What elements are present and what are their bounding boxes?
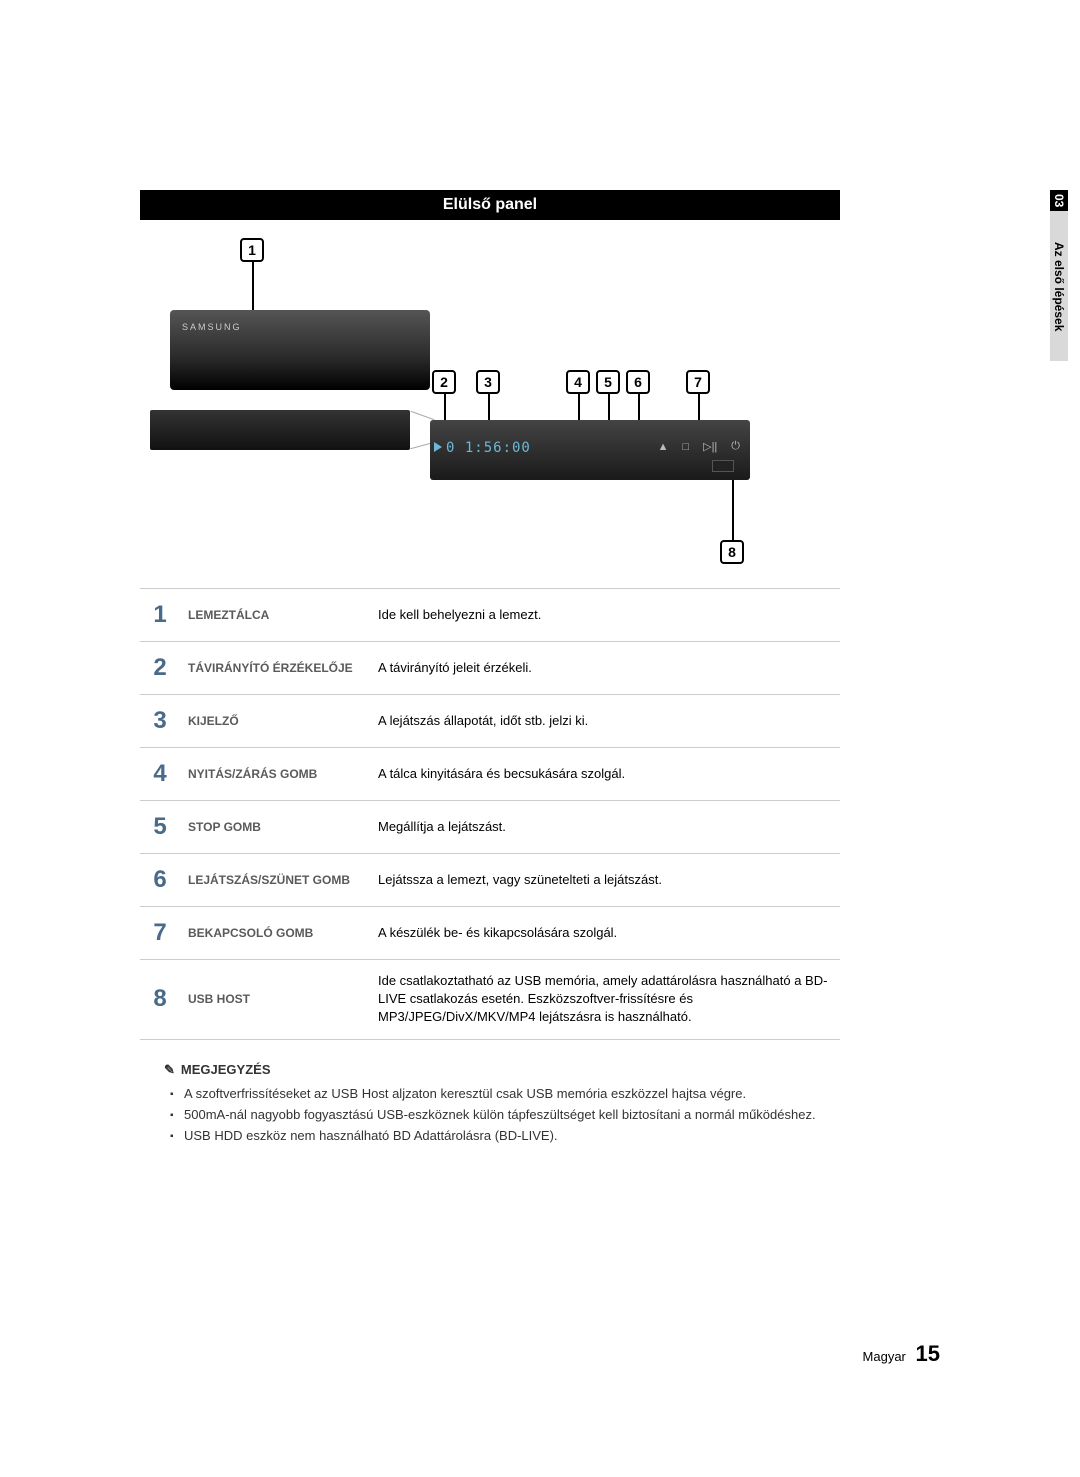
part-desc: A lejátszás állapotát, időt stb. jelzi k… bbox=[370, 695, 840, 748]
part-name: USB HOST bbox=[180, 960, 370, 1040]
part-desc: Megállítja a lejátszást. bbox=[370, 801, 840, 854]
play-icon bbox=[434, 442, 442, 452]
parts-table: 1LEMEZTÁLCAIde kell behelyezni a lemezt.… bbox=[140, 588, 840, 1040]
device-closeup: 0 1:56:00 ▲ □ ▷|| ⏻ bbox=[430, 420, 750, 480]
part-desc: Ide kell behelyezni a lemezt. bbox=[370, 589, 840, 642]
part-name: LEJÁTSZÁS/SZÜNET GOMB bbox=[180, 854, 370, 907]
leader-line bbox=[608, 394, 610, 422]
part-number: 8 bbox=[140, 960, 180, 1040]
leader-line bbox=[638, 394, 640, 422]
callout-3: 3 bbox=[476, 370, 500, 394]
table-row: 7BEKAPCSOLÓ GOMBA készülék be- és kikapc… bbox=[140, 907, 840, 960]
leader-line bbox=[578, 394, 580, 422]
side-chapter-tab: 03 Az első lépések bbox=[1050, 190, 1080, 361]
part-desc: A tálca kinyitására és becsukására szolg… bbox=[370, 748, 840, 801]
notes-section: MEGJEGYZÉS A szoftverfrissítéseket az US… bbox=[140, 1062, 900, 1143]
device-small-view bbox=[150, 410, 410, 450]
callout-4: 4 bbox=[566, 370, 590, 394]
part-desc: A távirányító jeleit érzékeli. bbox=[370, 642, 840, 695]
brand-label: SAMSUNG bbox=[182, 322, 242, 332]
page-content: Elülső panel 1 SAMSUNG 2 3 4 5 6 7 8 0 1… bbox=[140, 190, 940, 1149]
leader-line bbox=[252, 262, 254, 312]
part-number: 6 bbox=[140, 854, 180, 907]
part-number: 7 bbox=[140, 907, 180, 960]
stop-icon: □ bbox=[682, 441, 689, 453]
zoom-line bbox=[411, 411, 435, 420]
part-name: BEKAPCSOLÓ GOMB bbox=[180, 907, 370, 960]
table-row: 5STOP GOMBMegállítja a lejátszást. bbox=[140, 801, 840, 854]
eject-icon: ▲ bbox=[658, 441, 669, 453]
part-name: NYITÁS/ZÁRÁS GOMB bbox=[180, 748, 370, 801]
part-desc: Ide csatlakoztatható az USB memória, ame… bbox=[370, 960, 840, 1040]
front-panel-diagram: 1 SAMSUNG 2 3 4 5 6 7 8 0 1:56:00 ▲ bbox=[140, 220, 840, 580]
part-number: 2 bbox=[140, 642, 180, 695]
note-item: USB HDD eszköz nem használható BD Adattá… bbox=[184, 1128, 900, 1143]
callout-7: 7 bbox=[686, 370, 710, 394]
section-header: Elülső panel bbox=[140, 190, 840, 220]
callout-1: 1 bbox=[240, 238, 264, 262]
table-row: 6LEJÁTSZÁS/SZÜNET GOMBLejátssza a lemezt… bbox=[140, 854, 840, 907]
play-pause-icon: ▷|| bbox=[703, 440, 717, 453]
note-item: A szoftverfrissítéseket az USB Host aljz… bbox=[184, 1086, 900, 1101]
leader-line bbox=[444, 394, 446, 422]
callout-5: 5 bbox=[596, 370, 620, 394]
device-main-view: SAMSUNG bbox=[170, 310, 430, 390]
leader-line bbox=[488, 394, 490, 422]
chapter-number: 03 bbox=[1050, 190, 1068, 211]
leader-line bbox=[732, 480, 734, 540]
table-row: 2TÁVIRÁNYÍTÓ ÉRZÉKELŐJEA távirányító jel… bbox=[140, 642, 840, 695]
usb-slot bbox=[712, 460, 734, 472]
callout-6: 6 bbox=[626, 370, 650, 394]
part-number: 3 bbox=[140, 695, 180, 748]
callout-2: 2 bbox=[432, 370, 456, 394]
callout-8: 8 bbox=[720, 540, 744, 564]
leader-line bbox=[698, 394, 700, 422]
power-icon: ⏻ bbox=[731, 440, 740, 453]
part-name: LEMEZTÁLCA bbox=[180, 589, 370, 642]
footer-page: 15 bbox=[916, 1341, 940, 1366]
notes-title: MEGJEGYZÉS bbox=[164, 1062, 900, 1078]
table-row: 4NYITÁS/ZÁRÁS GOMBA tálca kinyitására és… bbox=[140, 748, 840, 801]
footer-lang: Magyar bbox=[863, 1349, 906, 1364]
page-footer: Magyar 15 bbox=[863, 1341, 940, 1367]
part-number: 4 bbox=[140, 748, 180, 801]
part-name: TÁVIRÁNYÍTÓ ÉRZÉKELŐJE bbox=[180, 642, 370, 695]
display-time: 0 1:56:00 bbox=[446, 440, 531, 456]
part-name: STOP GOMB bbox=[180, 801, 370, 854]
table-row: 1LEMEZTÁLCAIde kell behelyezni a lemezt. bbox=[140, 589, 840, 642]
notes-list: A szoftverfrissítéseket az USB Host aljz… bbox=[140, 1086, 900, 1143]
table-row: 3KIJELZŐA lejátszás állapotát, időt stb.… bbox=[140, 695, 840, 748]
chapter-label: Az első lépések bbox=[1050, 211, 1068, 361]
part-number: 1 bbox=[140, 589, 180, 642]
part-desc: A készülék be- és kikapcsolására szolgál… bbox=[370, 907, 840, 960]
panel-buttons: ▲ □ ▷|| ⏻ bbox=[658, 440, 740, 453]
part-name: KIJELZŐ bbox=[180, 695, 370, 748]
part-number: 5 bbox=[140, 801, 180, 854]
table-row: 8USB HOSTIde csatlakoztatható az USB mem… bbox=[140, 960, 840, 1040]
note-item: 500mA-nál nagyobb fogyasztású USB-eszköz… bbox=[184, 1107, 900, 1122]
part-desc: Lejátssza a lemezt, vagy szünetelteti a … bbox=[370, 854, 840, 907]
